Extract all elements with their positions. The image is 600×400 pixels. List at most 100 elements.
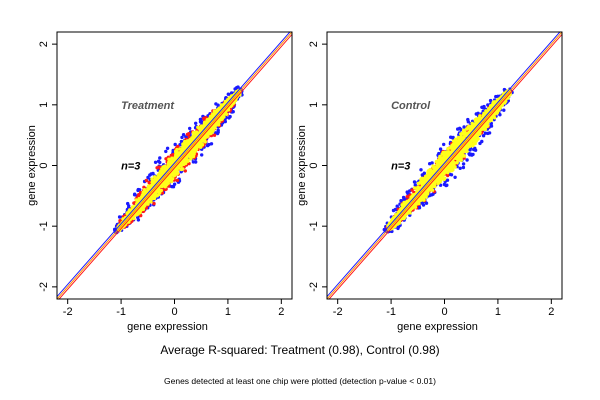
yellow-point <box>177 152 182 156</box>
yellow-point <box>185 139 189 143</box>
yellow-point <box>203 139 207 143</box>
yellow-point <box>196 125 200 129</box>
blue-point <box>487 131 492 135</box>
yellow-point <box>434 159 439 164</box>
yellow-point <box>194 146 199 150</box>
blue-reference-line <box>57 32 291 297</box>
yellow-point <box>134 198 138 202</box>
yellow-point <box>430 188 435 192</box>
x-tick-label: 1 <box>225 306 231 318</box>
blue-point <box>200 153 204 157</box>
red-point <box>147 180 151 185</box>
panel-title: Treatment <box>121 100 175 112</box>
yellow-point <box>227 96 232 100</box>
yellow-point <box>196 142 200 146</box>
yellow-point <box>220 103 224 107</box>
blue-point <box>428 162 432 166</box>
blue-point <box>502 87 507 92</box>
blue-point <box>481 105 485 110</box>
blue-point <box>226 92 230 96</box>
blue-point <box>171 149 175 153</box>
x-axis-label: gene expression <box>127 321 208 333</box>
blue-point <box>461 162 466 166</box>
yellow-point <box>206 119 210 124</box>
yellow-point <box>213 124 217 128</box>
blue-point <box>173 142 177 147</box>
yellow-point <box>212 109 217 113</box>
yellow-point <box>125 211 129 216</box>
red-point <box>163 187 167 192</box>
y-tick-label: -1 <box>38 221 50 231</box>
yellow-point <box>186 158 190 162</box>
blue-point <box>229 91 234 95</box>
blue-point <box>188 126 192 131</box>
yellow-point <box>142 188 147 192</box>
yellow-point <box>208 130 212 135</box>
blue-point <box>194 121 198 126</box>
yellow-point <box>174 153 178 157</box>
red-point <box>118 219 122 223</box>
blue-point <box>481 134 486 138</box>
yellow-point <box>192 131 197 136</box>
red-reference-line <box>58 34 292 299</box>
y-tick-label: 0 <box>38 162 50 168</box>
blue-point <box>419 168 423 172</box>
yellow-point <box>162 183 166 187</box>
yellow-point <box>165 183 169 187</box>
x-tick-label: 0 <box>171 306 177 318</box>
blue-point <box>117 215 122 219</box>
yellow-point <box>187 153 191 158</box>
yellow-point <box>171 177 175 181</box>
blue-point <box>473 146 477 150</box>
yellow-point <box>191 154 196 159</box>
yellow-point <box>217 106 221 110</box>
x-tick-label: 2 <box>278 306 284 318</box>
blue-point <box>461 165 466 170</box>
yellow-point <box>157 192 161 196</box>
red-point <box>410 188 414 192</box>
blue-point <box>179 139 184 144</box>
blue-point <box>438 183 443 187</box>
yellow-point <box>160 171 164 175</box>
yellow-point <box>222 112 227 116</box>
yellow-point <box>138 210 142 215</box>
blue-point <box>153 160 158 164</box>
blue-point <box>165 146 170 150</box>
yellow-point <box>172 173 177 178</box>
yellow-point <box>220 117 224 121</box>
blue-point <box>480 139 484 144</box>
red-point <box>144 178 149 183</box>
blue-point <box>158 156 162 160</box>
yellow-point <box>166 165 171 169</box>
yellow-point <box>159 188 163 193</box>
blue-point <box>136 218 141 222</box>
blue-point <box>451 135 455 140</box>
yellow-point <box>167 178 172 183</box>
blue-point <box>445 183 449 187</box>
blue-point <box>498 113 502 117</box>
blue-point <box>180 135 184 140</box>
blue-point <box>399 199 403 203</box>
sample-size-annotation: n=3 <box>121 161 140 173</box>
red-point <box>183 169 187 173</box>
yellow-point <box>181 161 185 165</box>
yellow-point <box>223 99 228 104</box>
blue-point <box>465 158 469 162</box>
blue-point <box>462 125 466 129</box>
blue-point <box>458 126 462 130</box>
blue-point <box>172 182 177 186</box>
blue-point <box>453 175 457 179</box>
yellow-point <box>211 129 215 133</box>
orange-reference-line <box>57 32 292 299</box>
blue-point <box>391 208 396 213</box>
y-axis-label: gene expression <box>26 125 38 206</box>
blue-point <box>488 98 493 103</box>
yellow-point <box>198 140 203 144</box>
red-point <box>139 213 143 218</box>
blue-point <box>395 204 399 208</box>
blue-point <box>417 206 422 210</box>
blue-point <box>438 147 443 151</box>
yellow-point <box>161 165 165 169</box>
blue-point <box>233 87 237 91</box>
